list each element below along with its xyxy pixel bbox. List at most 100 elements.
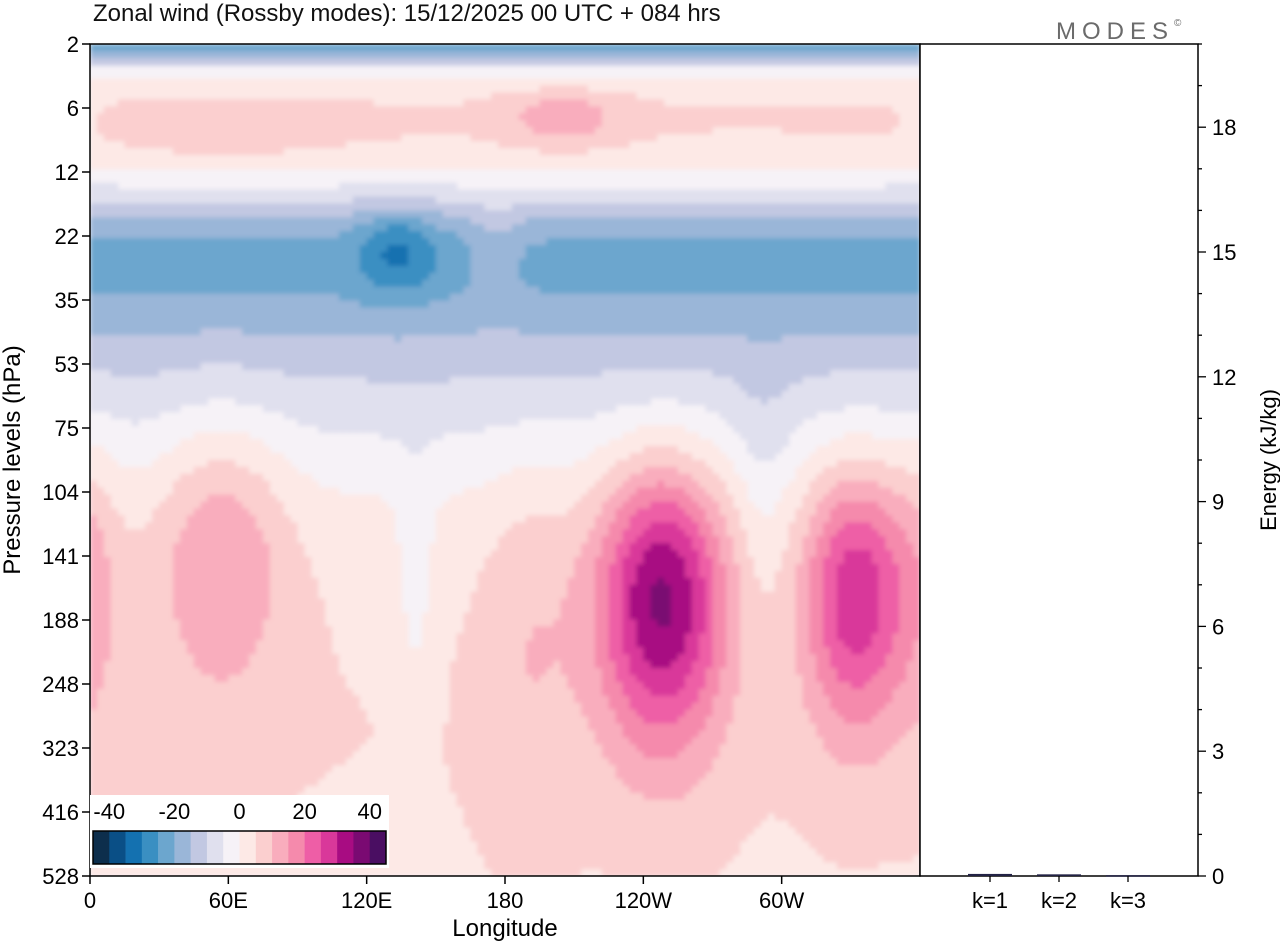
heatmap-cell	[262, 154, 271, 163]
heatmap-cell	[532, 148, 541, 156]
heatmap-cell	[774, 272, 783, 281]
heatmap-cell	[311, 141, 319, 149]
heatmap-cell	[387, 203, 395, 211]
heatmap-cell	[325, 231, 333, 239]
heatmap-cell	[498, 57, 506, 66]
heatmap-cell	[906, 321, 914, 329]
heatmap-cell	[567, 342, 575, 350]
heatmap-cell	[774, 265, 783, 274]
heatmap-cell	[179, 127, 188, 135]
heatmap-cell	[186, 258, 195, 267]
heatmap-cell	[671, 300, 679, 309]
heatmap-cell	[843, 196, 852, 205]
heatmap-cell	[698, 307, 707, 315]
heatmap-cell	[567, 148, 575, 156]
heatmap-cell	[131, 189, 140, 198]
heatmap-cell	[332, 161, 340, 170]
heatmap-cell	[380, 335, 389, 343]
heatmap-cell	[705, 307, 714, 315]
heatmap-cell	[581, 307, 589, 315]
heatmap-cell	[477, 286, 485, 295]
heatmap-cell	[401, 161, 409, 170]
heatmap-cell	[159, 134, 167, 142]
heatmap-cell	[774, 335, 783, 343]
heatmap-cell	[809, 231, 817, 239]
heatmap-cell	[235, 342, 243, 350]
heatmap-cell	[498, 307, 506, 315]
heatmap-cell	[546, 307, 555, 315]
heatmap-cell	[574, 356, 582, 364]
heatmap-cell	[788, 342, 797, 350]
heatmap-cell	[200, 44, 209, 52]
heatmap-cell	[318, 286, 326, 295]
heatmap-cell	[207, 293, 216, 302]
heatmap-cell	[304, 141, 312, 149]
heatmap-cell	[664, 356, 672, 364]
heatmap-cell	[788, 154, 797, 163]
heatmap-cell	[262, 272, 271, 281]
heatmap-cell	[850, 44, 859, 52]
heatmap-cell	[359, 113, 368, 121]
heatmap-cell	[352, 196, 361, 205]
heatmap-cell	[553, 272, 561, 281]
heatmap-cell	[899, 356, 907, 364]
heatmap-cell	[297, 217, 306, 225]
heatmap-cell	[470, 279, 478, 288]
heatmap-cell	[456, 196, 465, 205]
heatmap-cell	[588, 349, 596, 357]
heatmap-cell	[207, 286, 216, 295]
heatmap-cell	[781, 272, 790, 281]
heatmap-cell	[684, 154, 693, 163]
heatmap-cell	[560, 106, 568, 114]
heatmap-cell	[657, 245, 665, 253]
heatmap-cell	[373, 238, 382, 246]
heatmap-cell	[304, 57, 312, 66]
heatmap-cell	[242, 154, 250, 163]
heatmap-cell	[601, 328, 610, 336]
heatmap-cell	[138, 321, 146, 329]
heatmap-cell	[449, 356, 458, 364]
heatmap-cell	[498, 127, 506, 135]
copyright-mark: ©	[1174, 18, 1182, 29]
heatmap-cell	[767, 286, 776, 295]
heatmap-cell	[387, 106, 395, 114]
heatmap-cell	[352, 127, 361, 135]
heatmap-cell	[684, 279, 693, 288]
heatmap-cell	[546, 300, 555, 309]
heatmap-cell	[394, 57, 402, 66]
heatmap-cell	[698, 141, 707, 149]
heatmap-cell	[373, 328, 382, 336]
heatmap-cell	[207, 85, 216, 94]
heatmap-cell	[864, 328, 873, 336]
heatmap-cell	[913, 154, 920, 163]
heatmap-cell	[269, 293, 278, 302]
heatmap-cell	[214, 106, 223, 114]
heatmap-cell	[332, 272, 340, 281]
heatmap-cell	[484, 154, 492, 163]
heatmap-cell	[594, 238, 603, 246]
heatmap-cell	[498, 113, 506, 121]
heatmap-cell	[186, 252, 195, 260]
heatmap-cell	[622, 99, 631, 107]
heatmap-cell	[823, 189, 831, 198]
heatmap-cell	[650, 342, 658, 350]
heatmap-cell	[200, 127, 209, 135]
heatmap-cell	[601, 293, 610, 302]
heatmap-cell	[228, 335, 236, 343]
heatmap-cell	[878, 342, 887, 350]
heatmap-cell	[318, 258, 326, 267]
heatmap-cell	[325, 238, 333, 246]
heatmap-cell	[435, 238, 444, 246]
heatmap-cell	[525, 50, 534, 59]
heatmap-field	[90, 44, 920, 876]
heatmap-cell	[906, 141, 914, 149]
heatmap-cell	[719, 279, 727, 288]
heatmap-cell	[698, 196, 707, 205]
heatmap-cell	[304, 154, 312, 163]
heatmap-cell	[228, 362, 236, 371]
heatmap-cell	[581, 210, 589, 218]
heatmap-cell	[131, 279, 140, 288]
heatmap-cell	[560, 203, 568, 211]
heatmap-cell	[850, 300, 859, 309]
heatmap-cell	[802, 231, 810, 239]
